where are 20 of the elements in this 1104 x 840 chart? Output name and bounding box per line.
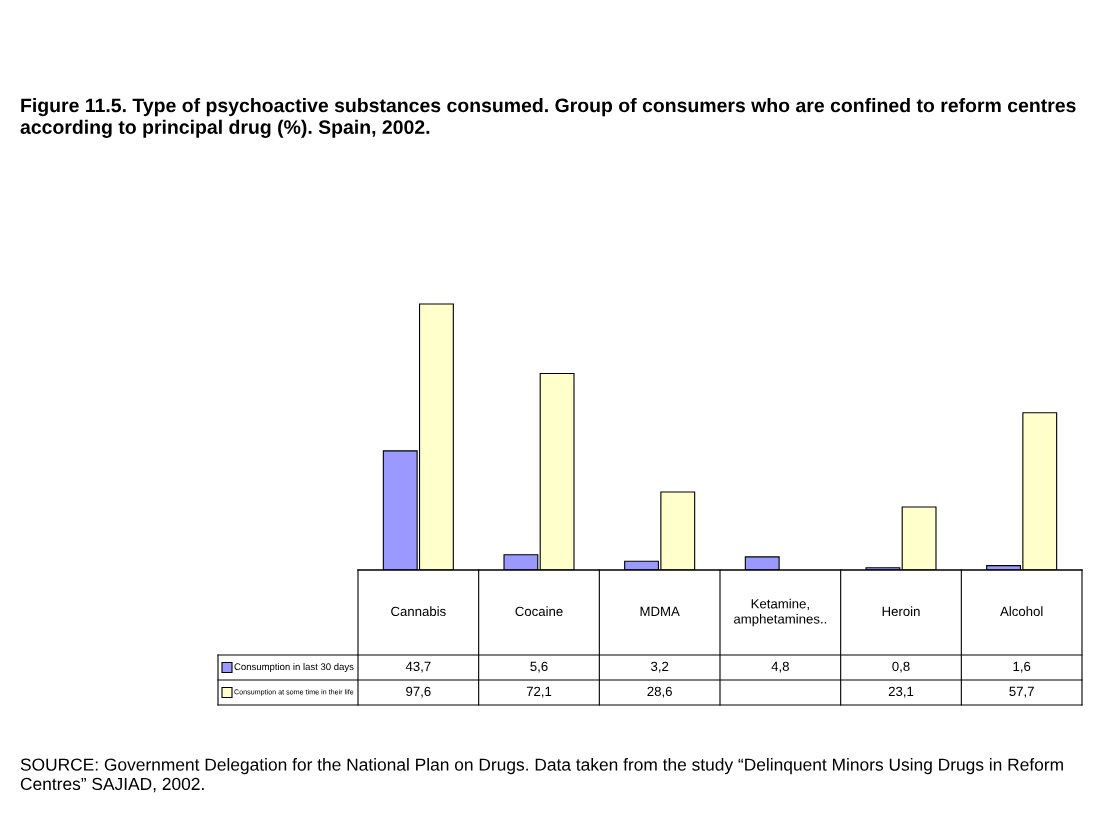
data-label: 5,6: [530, 661, 548, 673]
x-tick-label: Cannabis: [391, 606, 446, 617]
legend-label: Consumption in last 30 days: [234, 663, 354, 672]
x-tick-label: Ketamine, amphetamines..: [733, 598, 827, 627]
x-tick-label: MDMA: [640, 606, 680, 616]
data-label: 0,8: [892, 661, 910, 673]
data-label: 3,2: [651, 661, 669, 673]
data-label: 97,6: [406, 686, 431, 698]
x-tick-label: Alcohol: [1000, 606, 1043, 617]
data-label: 57,7: [1009, 686, 1034, 698]
data-label: 4,8: [771, 661, 789, 673]
source-note: SOURCE: Government Delegation for the National Plan on Drugs. Data taken from the study “Delinquent Minors Using Drugs in Reform Centres” SAJIAD, 2002.: [20, 758, 1063, 793]
x-tick-label: Heroin: [882, 606, 920, 617]
data-label: 23,1: [888, 686, 914, 698]
data-label: 43,7: [405, 661, 431, 673]
data-label: 72,1: [526, 686, 552, 698]
chart-title: Figure 11.5. Type of psychoactive substances consumed. Group of consumers who are confined to reform centres according to principal drug (%). Spain, 2002.: [20, 98, 1076, 138]
data-label: 28,6: [647, 686, 672, 698]
x-tick-label: Cocaine: [515, 606, 563, 617]
data-label: 1,6: [1013, 661, 1031, 673]
